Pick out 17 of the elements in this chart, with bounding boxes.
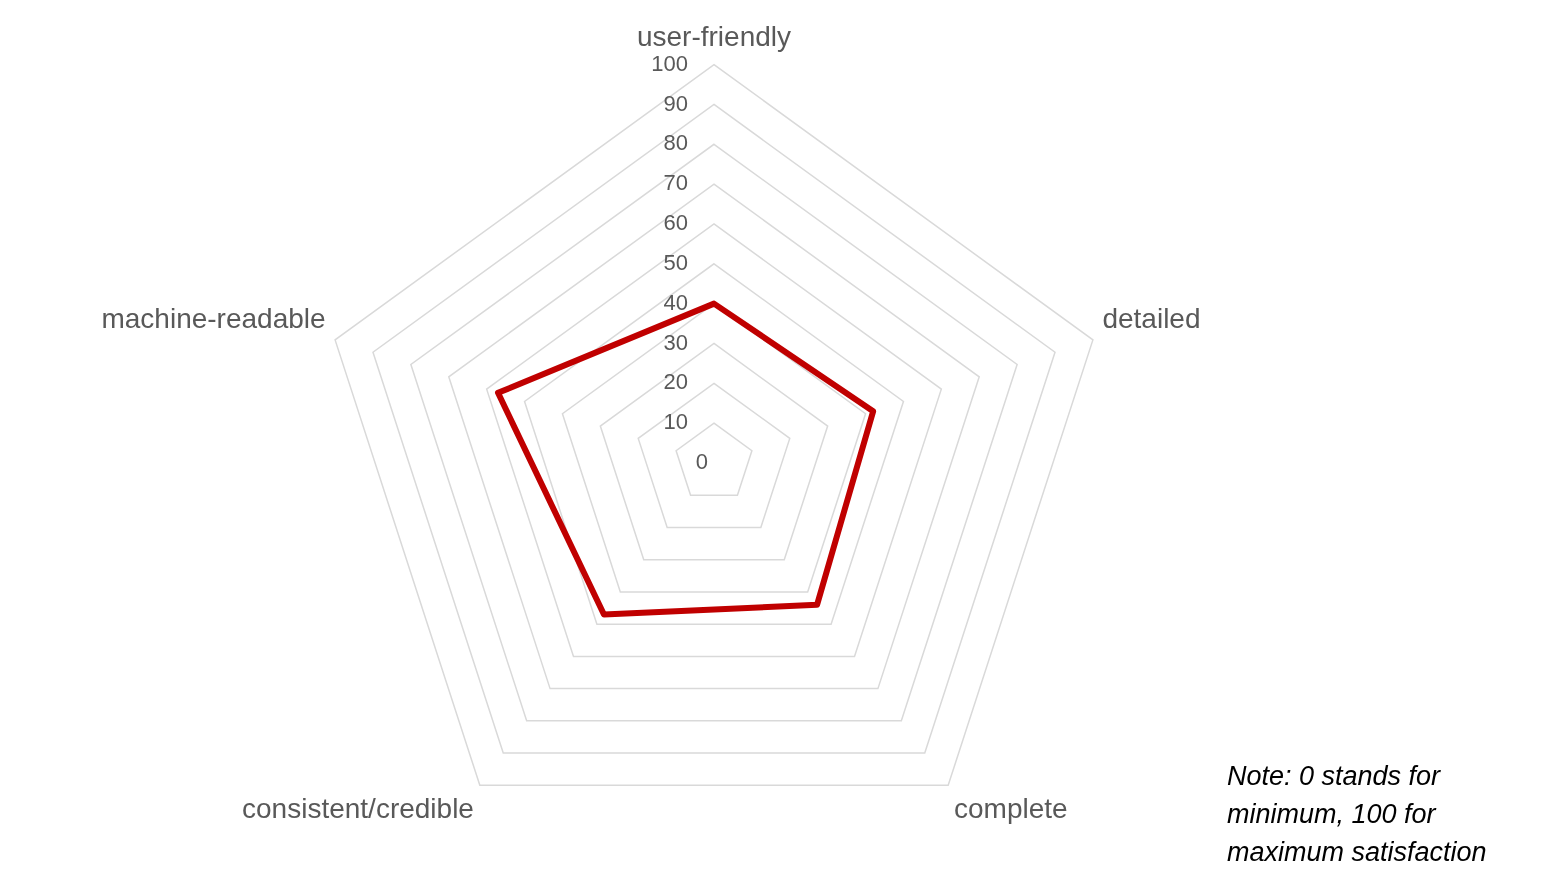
spoke-label: machine-readable: [101, 302, 326, 334]
spoke-label: complete: [954, 792, 1068, 824]
y-tick-label: 60: [663, 210, 688, 236]
y-tick-label: 100: [651, 50, 688, 76]
y-tick-label: 0: [695, 449, 708, 475]
y-tick-label: 20: [663, 369, 688, 395]
spoke-label: detailed: [1102, 302, 1201, 334]
y-tick-label: 10: [663, 409, 688, 435]
spoke-label: consistent/credible: [242, 792, 474, 824]
y-tick-label: 70: [663, 170, 688, 196]
spoke-label: user-friendly: [636, 20, 792, 52]
y-tick-label: 40: [663, 289, 688, 315]
y-tick-label: 30: [663, 329, 688, 355]
y-tick-label: 80: [663, 130, 688, 156]
y-tick-label: 90: [663, 90, 688, 116]
y-tick-label: 50: [663, 249, 688, 275]
text: Note: 0 stands for minimum, 100 for maximum satisfaction: [1227, 760, 1488, 869]
